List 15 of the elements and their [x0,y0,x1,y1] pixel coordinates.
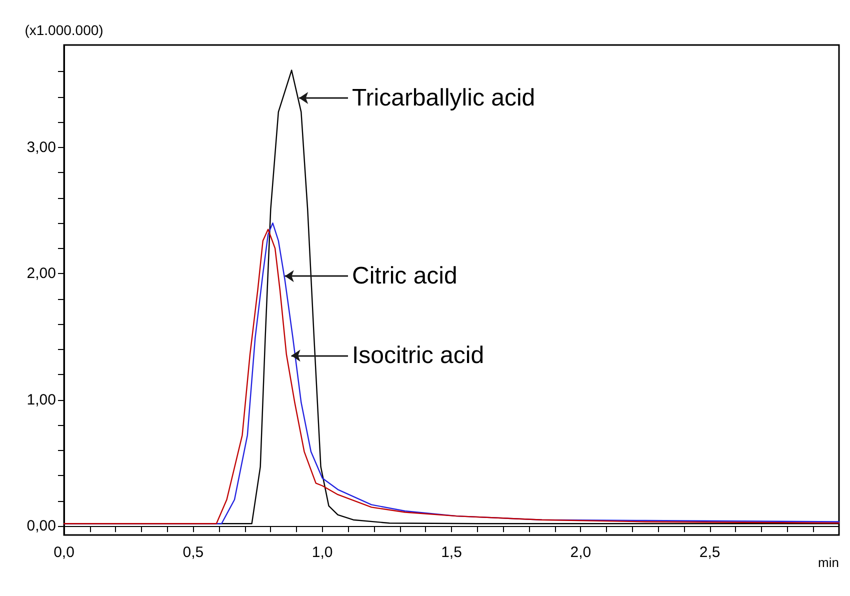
y-axis-title: (x1.000.000) [24,22,104,38]
x-tick-label: 0,0 [54,544,74,561]
x-tick-label: 1,0 [312,544,333,561]
y-tick-label: 0,00 [26,518,56,535]
x-tick-label: 0,5 [182,544,204,561]
y-tick-label: 3,00 [26,138,56,156]
x-tick-label: 1,5 [441,544,462,561]
x-axis-title: min [818,555,839,570]
annotation: Isocitric acid [352,342,484,370]
y-tick-label: 2,00 [26,265,56,282]
x-tick-label: 2,5 [699,544,720,561]
x-tick-label: 2,0 [570,544,592,561]
annotation: Citric acid [352,262,458,290]
annotation: Tricarballylic acid [352,84,536,112]
y-tick-label: 1,00 [26,391,56,408]
